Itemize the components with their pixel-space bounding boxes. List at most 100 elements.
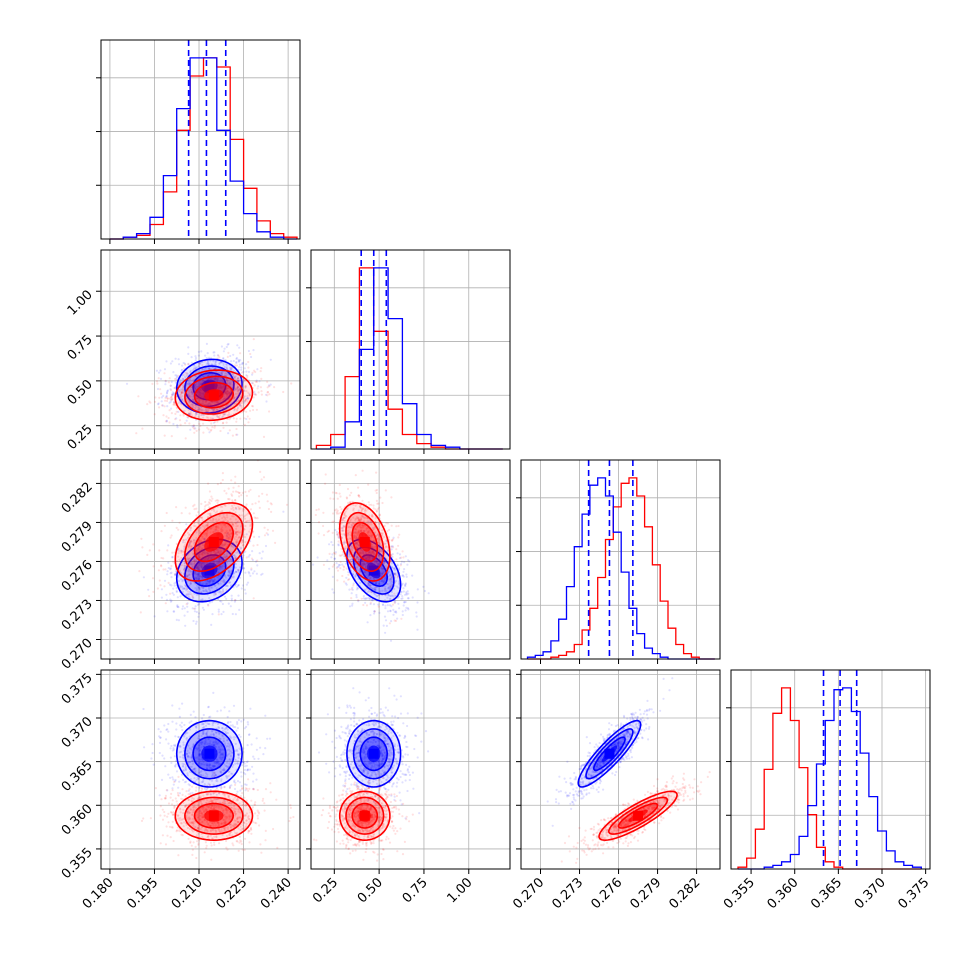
scatter-point (231, 612, 234, 616)
scatter-point (187, 536, 190, 539)
scatter-point (354, 474, 357, 477)
scatter-point (194, 427, 197, 430)
scatter-point (219, 550, 222, 554)
scatter-point (176, 604, 179, 607)
scatter-point (226, 367, 229, 370)
scatter-point (226, 386, 229, 389)
scatter-point (199, 553, 202, 556)
scatter-point (197, 586, 201, 589)
scatter-point (185, 575, 188, 579)
scatter-point (391, 539, 394, 542)
scatter-point (217, 561, 220, 564)
scatter-point (229, 368, 232, 371)
scatter-point (350, 592, 353, 595)
scatter-point (242, 535, 245, 538)
scatter-point (162, 557, 165, 560)
scatter-point (234, 566, 237, 569)
scatter-point (225, 561, 228, 564)
scatter-point (237, 358, 240, 361)
scatter-point (220, 591, 223, 594)
scatter-point (166, 405, 169, 408)
scatter-point (232, 575, 235, 578)
scatter-point (332, 591, 335, 594)
scatter-point (222, 350, 225, 353)
scatter-point (369, 586, 373, 589)
scatter-point (236, 533, 239, 536)
scatter-point (411, 596, 414, 599)
scatter-point (233, 377, 236, 380)
scatter-point (230, 521, 233, 524)
scatter-point (206, 531, 209, 535)
scatter-point (205, 583, 208, 586)
scatter-point (177, 410, 180, 413)
scatter-point (205, 533, 208, 536)
scatter-point (401, 595, 404, 598)
scatter-point (206, 522, 210, 525)
scatter-point (374, 582, 377, 585)
scatter-point (137, 395, 140, 398)
scatter-point (368, 598, 371, 601)
scatter-point (366, 555, 369, 559)
scatter-point (207, 363, 210, 366)
scatter-point (219, 429, 222, 433)
scatter-point (183, 568, 186, 571)
panel-content (312, 469, 430, 642)
scatter-point (195, 429, 198, 432)
scatter-point (398, 567, 401, 570)
scatter-point (365, 556, 368, 559)
scatter-point (189, 526, 192, 529)
scatter-point (364, 551, 367, 555)
scatter-point (219, 371, 222, 374)
scatter-point (198, 539, 201, 542)
panel-0-2 (96, 460, 300, 664)
scatter-point (339, 560, 342, 564)
scatter-point (390, 577, 393, 580)
scatter-point (399, 593, 402, 596)
scatter-point (166, 570, 169, 573)
scatter-point (151, 382, 154, 385)
scatter-point (368, 503, 371, 506)
scatter-point (400, 562, 403, 566)
scatter-point (234, 535, 238, 538)
scatter-point (367, 483, 370, 486)
scatter-point (165, 415, 168, 418)
scatter-point (375, 471, 378, 474)
scatter-point (209, 519, 212, 522)
scatter-point (171, 394, 174, 397)
scatter-point (220, 528, 223, 531)
scatter-point (226, 392, 229, 395)
scatter-point (226, 536, 229, 539)
scatter-point (381, 603, 384, 607)
scatter-point (231, 499, 234, 502)
scatter-point (201, 399, 204, 402)
scatter-point (183, 564, 186, 567)
scatter-point (199, 575, 202, 578)
scatter-point (206, 590, 209, 593)
scatter-point (179, 396, 183, 399)
scatter-point (261, 492, 264, 495)
scatter-point (208, 582, 211, 585)
scatter-point (370, 546, 373, 549)
scatter-point (166, 549, 169, 552)
scatter-point (237, 388, 241, 392)
density-contour (184, 365, 235, 408)
scatter-point (210, 428, 213, 431)
scatter-point (199, 409, 202, 412)
scatter-point (237, 406, 240, 409)
scatter-point (221, 602, 224, 606)
scatter-point (177, 374, 180, 377)
scatter-point (197, 408, 200, 411)
scatter-point (206, 558, 209, 561)
scatter-point (382, 581, 386, 584)
scatter-point (220, 565, 224, 568)
scatter-point (369, 584, 372, 587)
scatter-point (244, 385, 247, 388)
scatter-point (174, 573, 177, 576)
scatter-point (163, 405, 166, 408)
scatter-point (400, 590, 403, 594)
scatter-point (391, 553, 394, 556)
scatter-point (167, 381, 170, 384)
scatter-point (189, 570, 192, 573)
scatter-point (173, 386, 176, 390)
scatter-point (172, 401, 176, 404)
